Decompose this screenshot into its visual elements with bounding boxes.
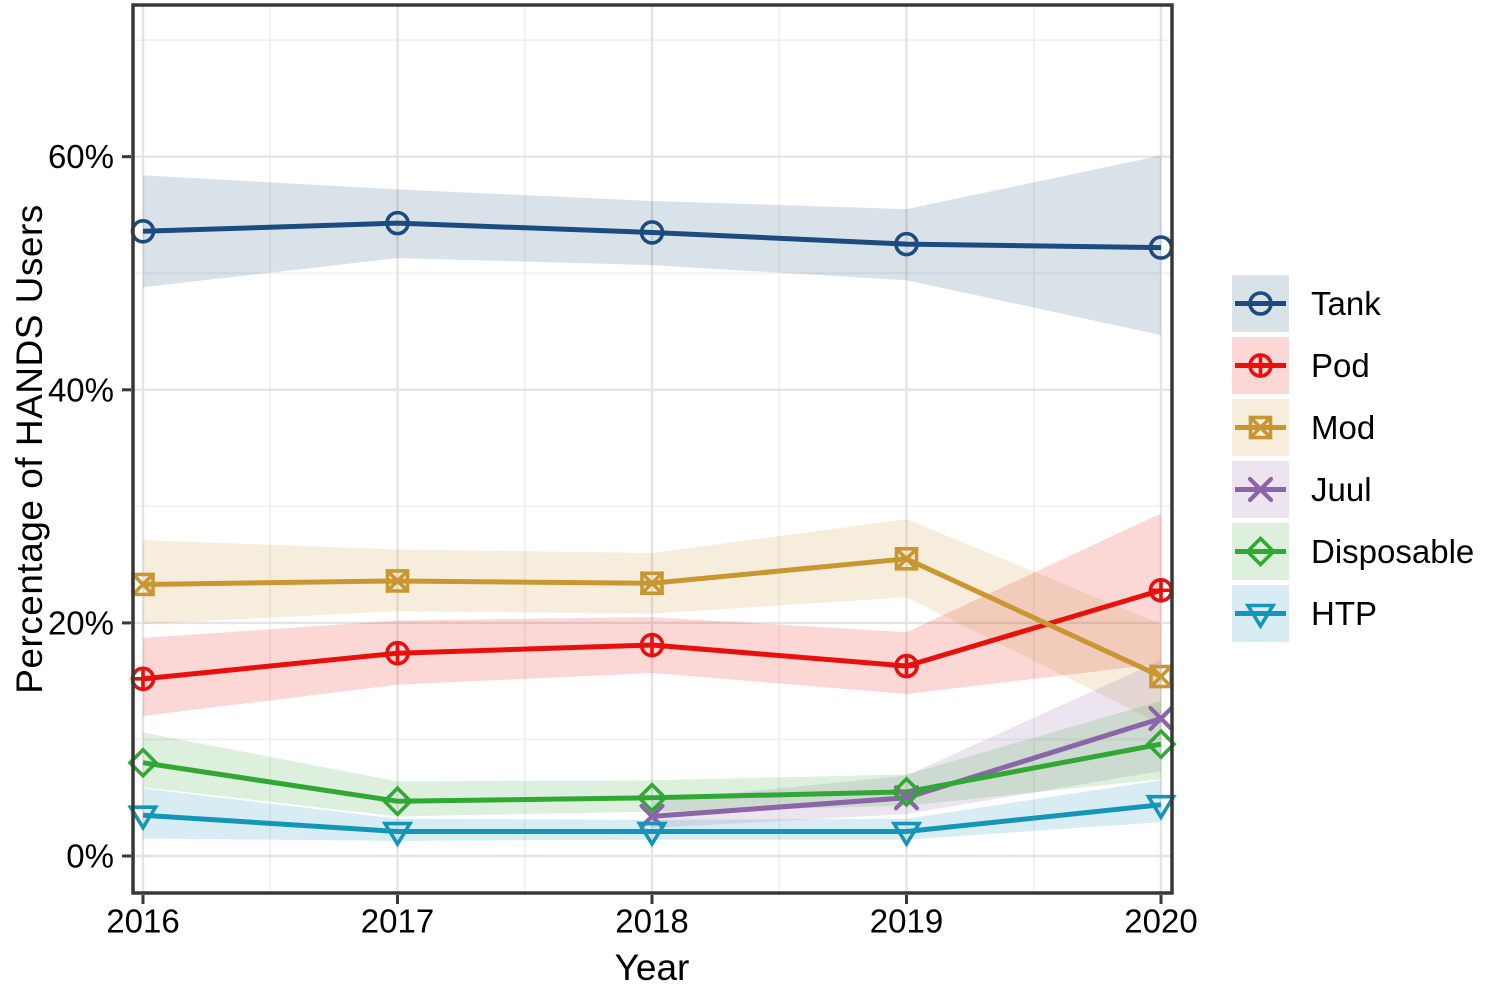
legend-key-pod	[1232, 337, 1289, 394]
ribbon-tank	[143, 155, 1161, 336]
marker-juul-2020	[1148, 705, 1174, 732]
x-tick-label-2019: 2019	[870, 903, 943, 940]
marker-tank-2019	[894, 231, 919, 257]
legend-marker-htp	[1244, 603, 1277, 630]
x-cross-icon	[1235, 476, 1286, 503]
legend-item-label: HTP	[1311, 594, 1377, 632]
legend-marker-pod	[1248, 353, 1273, 378]
marker-pod-2018	[639, 632, 665, 658]
legend-marker-mod	[1248, 415, 1273, 440]
x-tick-label-2020: 2020	[1124, 903, 1197, 940]
marker-pod-2019	[894, 653, 919, 679]
legend-key-juul	[1232, 461, 1289, 518]
legend-item-htp: HTP	[1232, 585, 1474, 642]
legend-item-pod: Pod	[1232, 337, 1474, 394]
ribbon-juul	[652, 660, 1161, 829]
legend-marker-juul	[1247, 476, 1274, 503]
legend-marker-disposable	[1244, 535, 1277, 568]
legend: Tank Pod Mod Juul Disposable HTP	[1232, 275, 1474, 642]
line-disposable	[142, 741, 1162, 804]
marker-pod-2016	[130, 666, 156, 692]
line-htp	[142, 802, 1162, 835]
y-axis-title: Percentage of HANDS Users	[9, 204, 50, 694]
marker-htp-2020	[1145, 794, 1177, 821]
legend-item-label: Tank	[1311, 284, 1381, 322]
legend-key-htp	[1232, 585, 1289, 642]
marker-disposable-2018	[636, 782, 668, 814]
marker-tank-2017	[385, 210, 410, 236]
marker-htp-2018	[636, 821, 668, 848]
circle-plus-icon	[1235, 353, 1286, 378]
marker-htp-2016	[127, 805, 159, 832]
x-tick-label-2017: 2017	[361, 903, 434, 940]
marker-tank-2018	[639, 220, 665, 245]
marker-disposable-2017	[381, 785, 414, 817]
legend-key-mod	[1232, 399, 1289, 456]
marker-htp-2019	[890, 821, 923, 848]
panel-border	[131, 3, 1174, 895]
marker-disposable-2019	[890, 776, 923, 808]
legend-item-label: Pod	[1311, 346, 1370, 384]
legend-item-mod: Mod	[1232, 399, 1474, 456]
legend-item-juul: Juul	[1232, 461, 1474, 518]
line-tank	[142, 220, 1162, 251]
legend-key-disposable	[1232, 523, 1289, 580]
diamond-icon	[1235, 535, 1286, 568]
marker-pod-2020	[1148, 577, 1174, 603]
legend-item-label: Disposable	[1311, 532, 1475, 570]
square-x-icon	[1235, 415, 1286, 440]
y-tick-label-60pct: 60%	[48, 138, 114, 175]
x-tick-label-2016: 2016	[106, 903, 179, 940]
legend-item-tank: Tank	[1232, 275, 1474, 332]
marker-pod-2017	[385, 640, 410, 666]
legend-marker-tank	[1248, 291, 1273, 316]
legend-item-label: Mod	[1311, 408, 1376, 446]
legend-key-tank	[1232, 275, 1289, 332]
y-tick-label-20pct: 20%	[48, 604, 114, 641]
ribbon-htp	[143, 780, 1161, 841]
triangle-down-icon	[1235, 603, 1286, 630]
y-tick-label-40pct: 40%	[48, 371, 114, 408]
marker-mod-2017	[385, 569, 410, 593]
marker-htp-2017	[381, 821, 414, 848]
circle-icon	[1235, 291, 1286, 316]
marker-mod-2019	[894, 546, 919, 571]
legend-item-disposable: Disposable	[1232, 523, 1474, 580]
y-tick-label-0pct: 0%	[66, 838, 114, 875]
marker-juul-2019	[893, 785, 920, 811]
x-tick-label-2018: 2018	[615, 903, 688, 940]
legend-item-label: Juul	[1311, 470, 1372, 508]
marker-disposable-2020	[1145, 728, 1177, 760]
x-axis-title: Year	[614, 947, 690, 988]
marker-mod-2018	[640, 571, 664, 596]
